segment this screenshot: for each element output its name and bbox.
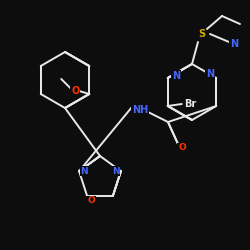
Text: S: S	[198, 29, 205, 39]
Text: N: N	[230, 39, 238, 49]
Text: O: O	[71, 86, 79, 96]
Text: N: N	[112, 167, 120, 176]
Text: N: N	[172, 71, 180, 81]
Text: Br: Br	[184, 99, 196, 109]
Text: O: O	[87, 196, 95, 205]
Text: N: N	[206, 69, 214, 79]
Text: NH: NH	[132, 105, 148, 115]
Text: N: N	[80, 167, 88, 176]
Text: O: O	[178, 144, 186, 152]
